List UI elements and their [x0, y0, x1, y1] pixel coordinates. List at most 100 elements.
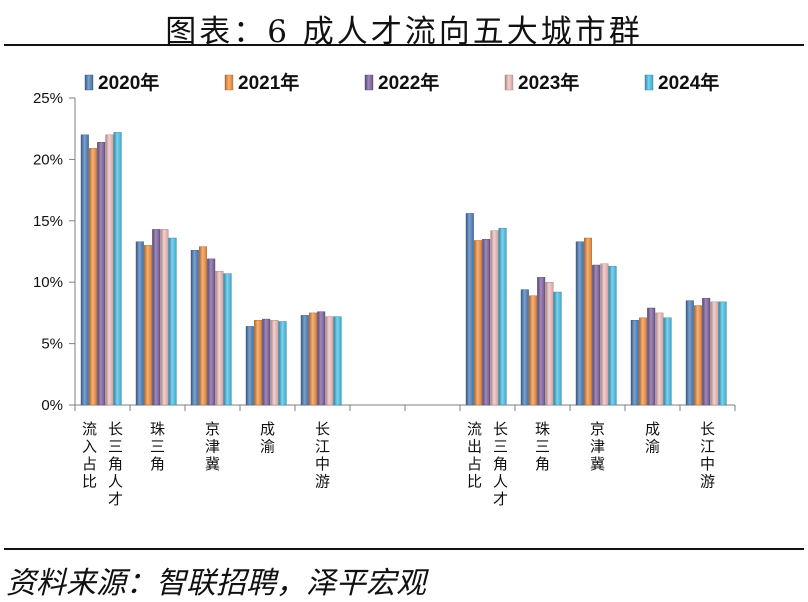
bar	[168, 237, 177, 406]
bar	[105, 134, 114, 406]
category-label-char: 角	[535, 455, 550, 473]
legend-swatch	[504, 74, 514, 91]
category-label-char: 入	[82, 438, 97, 456]
legend-label: 2022年	[378, 71, 439, 94]
category-label-char: 人	[493, 473, 508, 491]
y-tick-label: 10%	[33, 274, 63, 291]
bar	[80, 134, 89, 406]
category-label-char: 流	[82, 420, 97, 438]
legend-swatch	[364, 74, 374, 91]
category-label-char: 成	[645, 420, 660, 438]
bar	[152, 229, 161, 406]
source-note: 资料来源：智联招聘，泽平宏观	[6, 566, 426, 601]
bar	[520, 289, 529, 406]
bar	[592, 264, 601, 406]
category-label-char: 才	[493, 490, 508, 508]
bar	[647, 307, 656, 406]
category-label-char: 中	[315, 455, 330, 473]
bar	[325, 316, 334, 406]
bars-group	[80, 132, 727, 406]
bar	[655, 312, 664, 406]
category-label-char: 渝	[260, 438, 275, 456]
legend-swatch	[644, 74, 654, 91]
bar	[529, 295, 538, 406]
bar	[135, 241, 144, 406]
bar	[490, 230, 499, 406]
bar	[639, 317, 648, 406]
bar	[474, 240, 483, 406]
category-label-char: 冀	[205, 455, 220, 473]
category-label-char: 珠	[150, 420, 165, 438]
category-label-char: 比	[82, 473, 97, 491]
bar	[482, 239, 491, 406]
category-label-char: 三	[150, 438, 165, 456]
bar	[198, 246, 207, 406]
category-label-char: 江	[315, 438, 330, 456]
category-label-char: 占	[82, 455, 97, 473]
bar	[685, 300, 694, 406]
bar	[113, 132, 122, 406]
category-label-char: 江	[700, 438, 715, 456]
y-tick-label: 0%	[41, 397, 63, 414]
bar	[663, 317, 672, 406]
bar	[88, 148, 97, 406]
bar	[710, 301, 719, 406]
bar	[262, 318, 271, 406]
bar	[300, 315, 309, 406]
title-rule	[4, 44, 804, 46]
category-label-char: 游	[700, 473, 715, 491]
category-label-char: 京	[205, 420, 220, 438]
y-axis-group: 0% 5% 10% 15% 20% 25%	[33, 90, 736, 414]
category-label-char: 长	[700, 420, 715, 438]
y-tick-label: 20%	[33, 151, 63, 168]
y-tick-label: 5%	[41, 336, 63, 353]
bar	[702, 297, 711, 406]
category-label-char: 三	[493, 438, 508, 456]
category-label-char: 三	[535, 438, 550, 456]
bar	[545, 282, 554, 406]
bar	[553, 291, 562, 406]
category-label-char: 冀	[590, 455, 605, 473]
category-label-char: 长	[108, 420, 123, 438]
category-label-char: 占	[467, 455, 482, 473]
bar	[278, 321, 287, 406]
category-label-char: 珠	[535, 420, 550, 438]
bar	[97, 142, 106, 406]
category-label-char: 长	[315, 420, 330, 438]
category-label-char: 游	[315, 473, 330, 491]
bar	[600, 263, 609, 406]
source-rule	[4, 548, 804, 550]
category-label-char: 长	[493, 420, 508, 438]
legend-swatch	[84, 74, 94, 91]
category-label-char: 出	[467, 438, 482, 456]
bar	[333, 316, 342, 406]
bar	[317, 311, 326, 406]
bar	[190, 250, 199, 406]
bar	[215, 270, 224, 406]
category-label-char: 成	[260, 420, 275, 438]
legend: 2020年 2021年 2022年 2023年 2024年	[84, 71, 719, 94]
category-label-char: 中	[700, 455, 715, 473]
bar	[630, 320, 639, 406]
bar	[270, 320, 279, 406]
bar	[584, 237, 593, 406]
bar	[694, 305, 703, 406]
bar	[143, 245, 152, 406]
category-label-char: 才	[108, 490, 123, 508]
category-label-char: 津	[205, 438, 220, 456]
bar	[498, 227, 507, 406]
bar	[223, 273, 232, 406]
category-label-char: 三	[108, 438, 123, 456]
category-label-char: 京	[590, 420, 605, 438]
bar	[245, 326, 254, 406]
bar	[537, 277, 546, 406]
legend-label: 2023年	[518, 71, 579, 94]
legend-swatch	[224, 74, 234, 91]
bar	[718, 301, 727, 406]
bar	[575, 241, 584, 406]
category-label-char: 渝	[645, 438, 660, 456]
legend-label: 2020年	[98, 71, 159, 94]
legend-label: 2021年	[238, 71, 299, 94]
category-label-char: 比	[467, 473, 482, 491]
